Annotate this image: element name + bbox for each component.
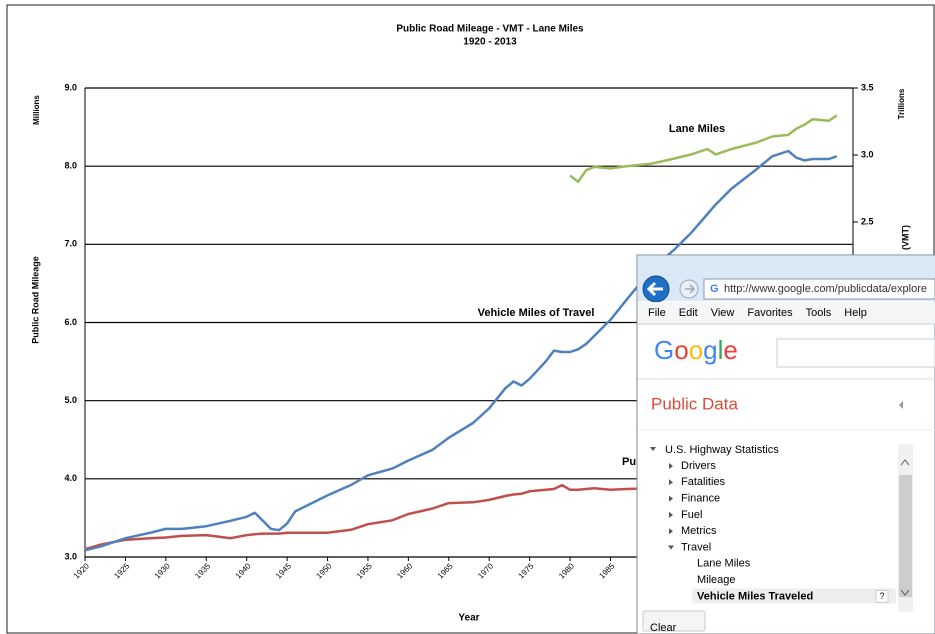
url: http://www.google.com/publicdata/explore xyxy=(724,283,927,295)
y2-tick-label: 3.5 xyxy=(861,82,874,92)
selected-row xyxy=(692,588,896,604)
y-tick-label: 8.0 xyxy=(64,161,77,171)
collapsed-icon xyxy=(669,495,673,502)
menu-item[interactable]: Tools xyxy=(806,307,832,319)
tree-item[interactable]: Metrics xyxy=(681,525,717,537)
help-box[interactable] xyxy=(875,589,889,603)
y2-tick-label: 3.0 xyxy=(861,149,874,159)
back-arrow xyxy=(646,281,663,297)
tree-item[interactable]: Finance xyxy=(681,493,720,505)
favicon: G xyxy=(710,283,719,295)
tree-item[interactable]: Mileage xyxy=(697,574,736,586)
collapse-icon[interactable] xyxy=(899,401,903,409)
scroll-up[interactable] xyxy=(900,459,910,466)
forward-arrow xyxy=(685,284,696,294)
expand-icon xyxy=(668,545,674,550)
tree-item[interactable]: Travel xyxy=(681,541,711,553)
annotation: Vehicle Miles of Travel xyxy=(478,307,595,319)
menu-item[interactable]: Help xyxy=(844,307,867,319)
menu-item[interactable]: Favorites xyxy=(747,307,793,319)
y2-axis-label: (VMT) xyxy=(900,225,910,250)
collapsed-icon xyxy=(669,479,673,486)
y-tick-label: 3.0 xyxy=(64,551,77,561)
y2-unit: Trillions xyxy=(897,88,906,119)
tree-root[interactable]: U.S. Highway Statistics xyxy=(665,444,779,456)
annotation: Lane Miles xyxy=(669,123,725,135)
tree-item[interactable]: Drivers xyxy=(681,460,716,472)
menu-item[interactable]: File xyxy=(648,307,666,319)
y-tick-label: 7.0 xyxy=(64,239,77,249)
chart-title: Public Road Mileage - VMT - Lane Miles xyxy=(396,24,584,35)
clear-button[interactable] xyxy=(642,610,706,632)
panel-title: Public Data xyxy=(651,394,738,413)
google-logo: Google xyxy=(654,335,738,365)
series-line xyxy=(569,114,838,184)
tree-item[interactable]: Fuel xyxy=(681,509,702,521)
y-tick-label: 4.0 xyxy=(64,473,77,483)
clear-label: Clear xyxy=(650,622,677,634)
chart-subtitle: 1920 - 2013 xyxy=(463,37,517,48)
browser-window: G http://www.google.com/publicdata/explo… xyxy=(636,254,935,634)
collapsed-icon xyxy=(669,511,673,518)
y2-tick-label: 2.5 xyxy=(861,216,874,226)
tree-item[interactable]: Fatalities xyxy=(681,476,726,488)
tree-item[interactable]: Lane Miles xyxy=(697,558,751,570)
scroll-thumb[interactable] xyxy=(899,475,912,597)
y-tick-label: 6.0 xyxy=(64,317,77,327)
x-axis-label: Year xyxy=(458,613,479,624)
tree-item[interactable]: Vehicle Miles Traveled xyxy=(697,590,813,602)
collapsed-icon xyxy=(669,528,673,535)
address-bar[interactable] xyxy=(703,278,935,300)
scroll-down[interactable] xyxy=(900,589,910,596)
y-tick-label: 9.0 xyxy=(64,82,77,92)
menu-item[interactable]: View xyxy=(711,307,735,319)
help-icon: ? xyxy=(879,591,884,601)
collapsed-icon xyxy=(669,463,673,469)
series-line xyxy=(84,149,838,552)
search-box[interactable] xyxy=(776,338,935,368)
menu-bar xyxy=(638,302,935,324)
menu-item[interactable]: Edit xyxy=(679,307,698,319)
annotation: Pu xyxy=(622,456,636,468)
y-unit: Millions xyxy=(32,95,41,125)
y-axis-label: Public Road Mileage xyxy=(30,256,40,344)
y-tick-label: 5.0 xyxy=(64,395,77,405)
expand-icon xyxy=(650,447,656,451)
